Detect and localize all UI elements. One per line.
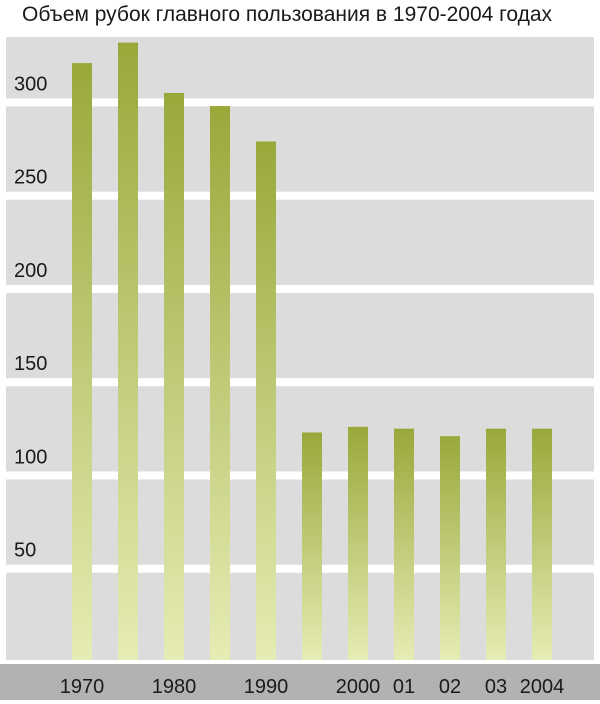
bar-2 xyxy=(164,92,184,661)
y-tick-label-150: 150 xyxy=(14,353,47,375)
gridline-300 xyxy=(6,98,594,107)
x-axis-strip xyxy=(0,664,600,700)
x-tick-label-9: 03 xyxy=(485,676,507,698)
gridline-200 xyxy=(6,284,594,293)
y-tick-label-50: 50 xyxy=(14,540,36,562)
gridline-250 xyxy=(6,191,594,200)
chart-title: Объем рубок главного пользования в 1970-… xyxy=(22,3,553,26)
bar-5 xyxy=(302,432,322,660)
bar-8 xyxy=(440,436,460,660)
bar-3 xyxy=(210,106,230,661)
y-tick-label-250: 250 xyxy=(14,167,47,189)
y-tick-label-100: 100 xyxy=(14,446,47,468)
x-tick-label-6: 2000 xyxy=(336,676,381,698)
gridline-150 xyxy=(6,378,594,387)
x-tick-label-2: 1980 xyxy=(152,676,197,698)
bar-7 xyxy=(394,428,414,660)
gridline-100 xyxy=(6,471,594,480)
y-tick-label-200: 200 xyxy=(14,260,47,282)
x-tick-label-4: 1990 xyxy=(244,676,289,698)
bar-1 xyxy=(118,42,138,660)
bar-9 xyxy=(486,428,506,660)
x-tick-label-0: 1970 xyxy=(60,676,105,698)
bar-4 xyxy=(256,141,276,661)
x-tick-label-7: 01 xyxy=(393,676,415,698)
bar-10 xyxy=(532,428,552,660)
x-tick-label-10: 2004 xyxy=(520,676,565,698)
bar-0 xyxy=(72,63,92,661)
x-tick-label-8: 02 xyxy=(439,676,461,698)
gridline-50 xyxy=(6,564,594,573)
y-tick-label-300: 300 xyxy=(14,73,47,95)
bar-6 xyxy=(348,426,368,660)
